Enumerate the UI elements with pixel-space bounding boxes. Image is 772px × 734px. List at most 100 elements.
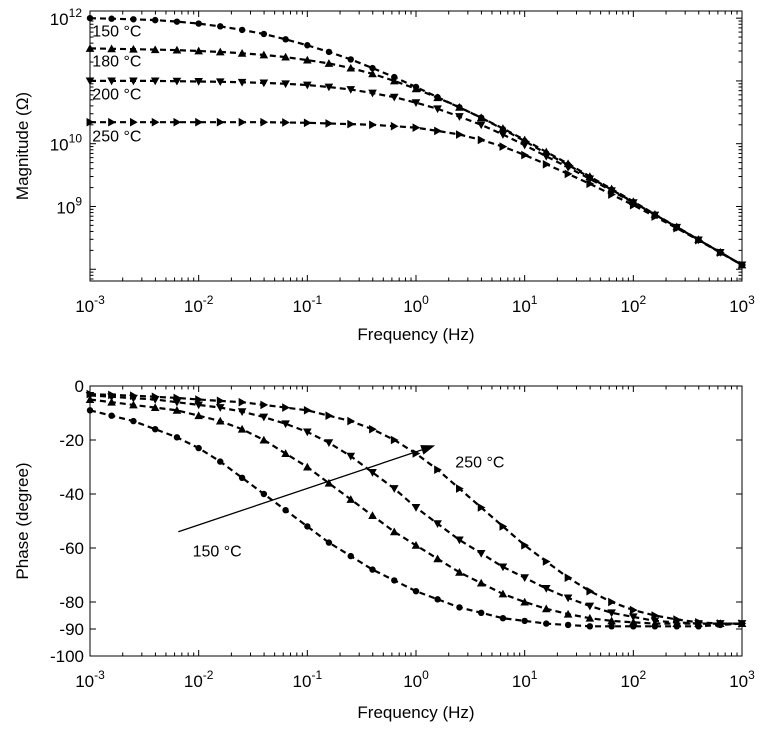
data-point: [215, 416, 225, 425]
data-point: [325, 539, 333, 546]
data-point: [150, 45, 160, 54]
data-point: [411, 99, 421, 107]
plot-frame: [89, 10, 743, 282]
data-point: [172, 77, 182, 86]
x-tick-label-exp: 3: [748, 668, 755, 682]
y-tick-label-exp: 12: [69, 6, 83, 20]
data-point: [108, 390, 116, 400]
data-point: [586, 586, 595, 596]
data-point: [412, 449, 421, 458]
data-point: [303, 462, 312, 471]
data-point: [541, 152, 551, 161]
data-point: [498, 131, 508, 139]
data-point: [541, 585, 551, 593]
series-150c: [86, 14, 746, 269]
x-tick-label: 103: [729, 293, 755, 316]
x-tick-label-exp: -1: [311, 293, 322, 307]
data-point: [520, 141, 529, 150]
x-tick-label: 100: [403, 668, 429, 691]
data-point: [673, 223, 682, 233]
x-tick-label-exp: -2: [203, 293, 214, 307]
data-point: [389, 93, 399, 102]
data-point: [172, 406, 182, 414]
data-point: [629, 613, 638, 622]
x-axis-label: Frequency (Hz): [357, 703, 474, 722]
data-point: [455, 484, 464, 493]
data-point: [673, 615, 682, 624]
y-tick-label-base: 10: [56, 198, 75, 217]
data-point: [521, 150, 529, 160]
data-point: [608, 623, 615, 630]
data-point: [237, 408, 247, 416]
series-200c: [85, 77, 747, 270]
data-point: [389, 527, 399, 536]
data-point: [369, 64, 376, 72]
y-tick-label: -100: [50, 647, 84, 666]
data-point: [563, 609, 573, 618]
data-point: [259, 79, 269, 88]
x-tick-label-base: 10: [621, 297, 640, 316]
y-tick-label-exp: 9: [75, 194, 82, 208]
data-point: [303, 406, 312, 415]
x-tick-label-base: 10: [621, 672, 640, 691]
data-point: [411, 84, 421, 93]
data-point: [716, 619, 725, 628]
x-tick-label: 10-1: [293, 668, 323, 691]
data-point: [563, 594, 573, 603]
data-point: [411, 504, 421, 512]
data-point: [108, 15, 115, 22]
data-point: [476, 121, 486, 130]
data-point: [586, 179, 595, 189]
data-point: [498, 563, 508, 572]
x-tick-label-exp: 1: [531, 293, 538, 307]
series-250c: [86, 117, 747, 270]
data-point: [215, 404, 225, 412]
data-point: [369, 424, 377, 434]
data-point: [738, 619, 747, 628]
data-point: [629, 200, 638, 210]
x-tick-label: 101: [512, 293, 538, 316]
data-point: [237, 424, 247, 433]
data-point: [477, 503, 486, 512]
x-tick-label: 10-1: [293, 293, 323, 316]
data-point: [391, 577, 398, 584]
data-point: [217, 23, 224, 30]
x-tick-label-base: 10: [75, 672, 94, 691]
data-point: [346, 63, 356, 72]
data-point: [651, 611, 660, 620]
data-point: [455, 113, 464, 121]
data-point: [434, 126, 442, 136]
x-axis-label: Frequency (Hz): [357, 325, 474, 344]
data-point: [237, 49, 247, 57]
data-point: [172, 45, 182, 54]
data-point: [499, 615, 507, 622]
data-point: [368, 511, 377, 520]
data-point: [324, 439, 334, 447]
data-point: [237, 78, 247, 87]
data-point: [564, 621, 572, 629]
x-tick-label-exp: -3: [94, 668, 105, 682]
y-axis-label: Magnitude (Ω): [13, 92, 32, 200]
data-point: [151, 426, 159, 433]
data-point: [107, 397, 116, 406]
data-point: [194, 401, 203, 410]
data-point: [477, 135, 486, 145]
x-tick-label: 10-2: [184, 293, 214, 316]
x-tick-label: 102: [621, 293, 647, 316]
data-point: [195, 444, 202, 452]
data-point: [282, 118, 290, 127]
x-tick-label-exp: 2: [639, 293, 646, 307]
data-point: [173, 393, 182, 403]
data-point: [520, 574, 529, 582]
data-point: [607, 609, 616, 618]
data-point: [281, 449, 290, 457]
data-point: [303, 81, 312, 90]
annotation-label: 250 °C: [92, 129, 141, 146]
data-point: [390, 121, 399, 131]
data-point: [433, 520, 442, 528]
data-point: [347, 552, 354, 560]
data-point: [86, 117, 95, 127]
x-tick-label-exp: 0: [422, 293, 429, 307]
data-point: [85, 44, 95, 52]
